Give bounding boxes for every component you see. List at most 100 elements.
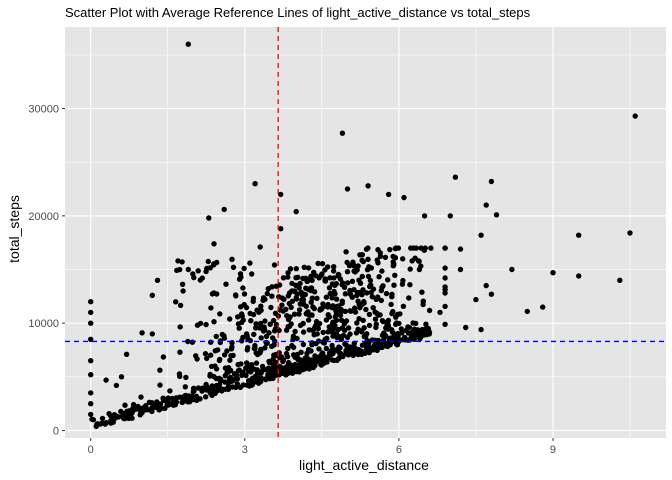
data-point [233, 384, 239, 391]
data-point [334, 303, 340, 310]
data-point [229, 344, 235, 350]
data-point [176, 371, 183, 377]
data-point [389, 310, 395, 317]
data-point [299, 297, 305, 303]
data-point [97, 421, 104, 427]
data-point [185, 338, 191, 345]
data-point [309, 277, 315, 283]
data-point [197, 277, 203, 283]
data-point [361, 325, 367, 331]
data-point [293, 266, 299, 272]
data-point [191, 274, 197, 281]
data-point [259, 363, 266, 370]
data-point [308, 299, 314, 305]
data-point [102, 421, 108, 427]
data-point [230, 264, 237, 270]
data-point [138, 394, 144, 400]
data-point [316, 346, 322, 352]
data-point [221, 333, 227, 339]
data-point [331, 275, 337, 281]
data-point [217, 386, 223, 392]
data-point [344, 186, 351, 192]
data-point [128, 410, 134, 416]
data-point [238, 304, 244, 310]
data-point [167, 388, 173, 394]
data-point [524, 308, 530, 315]
data-point [333, 317, 340, 323]
data-point [493, 212, 500, 218]
data-point [410, 245, 417, 251]
data-point [179, 259, 185, 265]
data-point [130, 401, 137, 408]
data-point [329, 295, 335, 301]
data-point [199, 388, 205, 394]
data-point [252, 345, 258, 351]
data-point [333, 330, 340, 337]
data-point [273, 283, 279, 289]
data-point [326, 285, 333, 291]
data-point [411, 326, 418, 332]
data-point [442, 265, 448, 271]
data-point [452, 174, 459, 180]
y-axis: 0 10000 20000 30000 [28, 104, 65, 437]
data-point [387, 246, 393, 253]
data-point [182, 384, 188, 390]
data-point [146, 399, 153, 405]
data-point [299, 292, 306, 298]
data-point [372, 337, 379, 344]
data-point [268, 369, 274, 375]
data-point [357, 252, 363, 258]
data-point [279, 302, 285, 308]
data-point [164, 398, 171, 404]
data-point [344, 345, 350, 351]
data-point [289, 298, 295, 304]
data-point [313, 322, 319, 329]
data-point [356, 277, 362, 283]
data-point [269, 343, 275, 349]
data-point [457, 246, 464, 252]
data-point [288, 321, 294, 327]
data-point [204, 355, 210, 362]
data-point [366, 322, 373, 329]
data-point [296, 311, 302, 317]
data-point [245, 344, 251, 351]
data-point [391, 282, 397, 288]
data-point [304, 350, 310, 356]
data-point [296, 307, 303, 313]
data-point [179, 399, 186, 405]
data-point [156, 407, 162, 413]
data-point [224, 348, 230, 354]
data-point [256, 380, 262, 386]
data-point [343, 249, 349, 255]
data-point [153, 404, 159, 410]
data-point [194, 356, 200, 362]
data-point [177, 394, 183, 400]
data-point [221, 352, 228, 358]
data-point [339, 281, 345, 288]
data-point [333, 296, 340, 302]
data-point [138, 409, 144, 415]
data-point [294, 351, 301, 358]
data-point [217, 339, 223, 346]
data-point [332, 282, 338, 288]
data-point [374, 310, 380, 317]
data-point [354, 292, 360, 299]
y-axis-title: total_steps [6, 195, 22, 263]
data-point [88, 299, 94, 305]
data-point [249, 271, 255, 277]
reference-lines [65, 27, 666, 438]
data-point [241, 265, 247, 272]
data-point [213, 375, 220, 382]
data-point [366, 311, 373, 318]
data-point [349, 278, 356, 284]
x-tick-label: 9 [550, 444, 556, 456]
data-point [365, 347, 371, 353]
data-point [177, 349, 183, 355]
data-point [233, 372, 240, 378]
data-point [342, 308, 348, 315]
data-point [185, 41, 191, 47]
data-point [238, 361, 244, 367]
x-axis-title: light_active_distance [299, 457, 429, 473]
data-point [416, 258, 422, 264]
data-point [118, 374, 125, 380]
